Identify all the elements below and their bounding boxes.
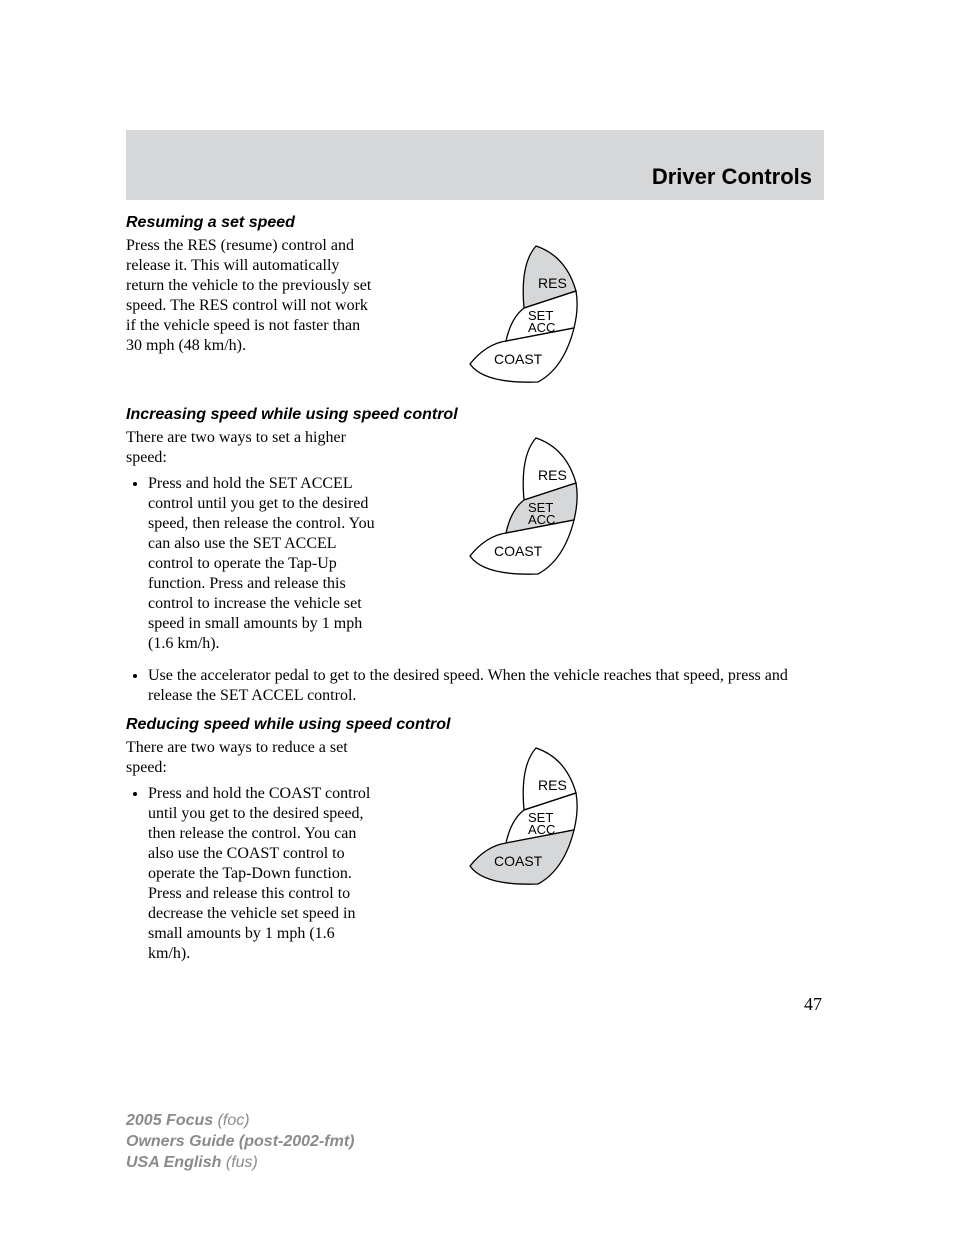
footer-line-1: 2005 Focus (foc) — [126, 1111, 824, 1132]
row-section1: Press the RES (resume) control and relea… — [126, 236, 824, 396]
label-res-3: RES — [538, 777, 567, 793]
footer-lang-code: (fus) — [221, 1154, 257, 1171]
row-section3: There are two ways to reduce a set speed… — [126, 738, 824, 970]
bullet-increasing-1: Press and hold the SET ACCEL control unt… — [148, 474, 376, 654]
bullet-list-increasing: Press and hold the SET ACCEL control unt… — [126, 474, 376, 654]
diagram-col-section3: RES SET ACC COAST — [392, 738, 636, 898]
footer-line-3: USA English (fus) — [126, 1153, 824, 1174]
section-header-band: Driver Controls — [126, 130, 824, 200]
cruise-lever-diagram-set: RES SET ACC COAST — [416, 428, 626, 588]
paragraph-resuming: Press the RES (resume) control and relea… — [126, 236, 376, 356]
intro-increasing: There are two ways to set a higher speed… — [126, 428, 376, 468]
footer-model: 2005 Focus — [126, 1112, 213, 1129]
subheading-increasing: Increasing speed while using speed contr… — [126, 406, 824, 424]
section-header-title: Driver Controls — [652, 164, 812, 190]
label-acc-2: ACC — [528, 512, 555, 527]
label-res-2: RES — [538, 467, 567, 483]
text-col-section1: Press the RES (resume) control and relea… — [126, 236, 376, 362]
diagram-col-section2: RES SET ACC COAST — [392, 428, 636, 588]
label-coast-3: COAST — [494, 853, 543, 869]
bullet-reducing-1: Press and hold the COAST control until y… — [148, 784, 376, 964]
subheading-reducing: Reducing speed while using speed control — [126, 716, 824, 734]
subheading-resuming: Resuming a set speed — [126, 214, 824, 232]
label-acc-3: ACC — [528, 822, 555, 837]
label-res: RES — [538, 275, 567, 291]
label-coast: COAST — [494, 351, 543, 367]
footer-guide: Owners Guide (post-2002-fmt) — [126, 1133, 354, 1150]
row-section2: There are two ways to set a higher speed… — [126, 428, 824, 660]
cruise-lever-diagram-res: RES SET ACC COAST — [416, 236, 626, 396]
diagram-col-section1: RES SET ACC COAST — [392, 236, 636, 396]
bullet-list-increasing-2: Use the accelerator pedal to get to the … — [126, 666, 824, 706]
footer-lang: USA English — [126, 1154, 221, 1171]
footer-line-2: Owners Guide (post-2002-fmt) — [126, 1132, 824, 1153]
cruise-lever-diagram-coast: RES SET ACC COAST — [416, 738, 626, 898]
page-number: 47 — [126, 994, 824, 1015]
label-coast-2: COAST — [494, 543, 543, 559]
bullet-increasing-2: Use the accelerator pedal to get to the … — [148, 666, 824, 706]
footer-model-code: (foc) — [213, 1112, 249, 1129]
manual-page: Driver Controls Resuming a set speed Pre… — [0, 0, 954, 1233]
intro-reducing: There are two ways to reduce a set speed… — [126, 738, 376, 778]
text-col-section3: There are two ways to reduce a set speed… — [126, 738, 376, 970]
bullet-list-reducing: Press and hold the COAST control until y… — [126, 784, 376, 964]
text-col-section2: There are two ways to set a higher speed… — [126, 428, 376, 660]
footer-block: 2005 Focus (foc) Owners Guide (post-2002… — [126, 1111, 824, 1173]
label-acc: ACC — [528, 320, 555, 335]
